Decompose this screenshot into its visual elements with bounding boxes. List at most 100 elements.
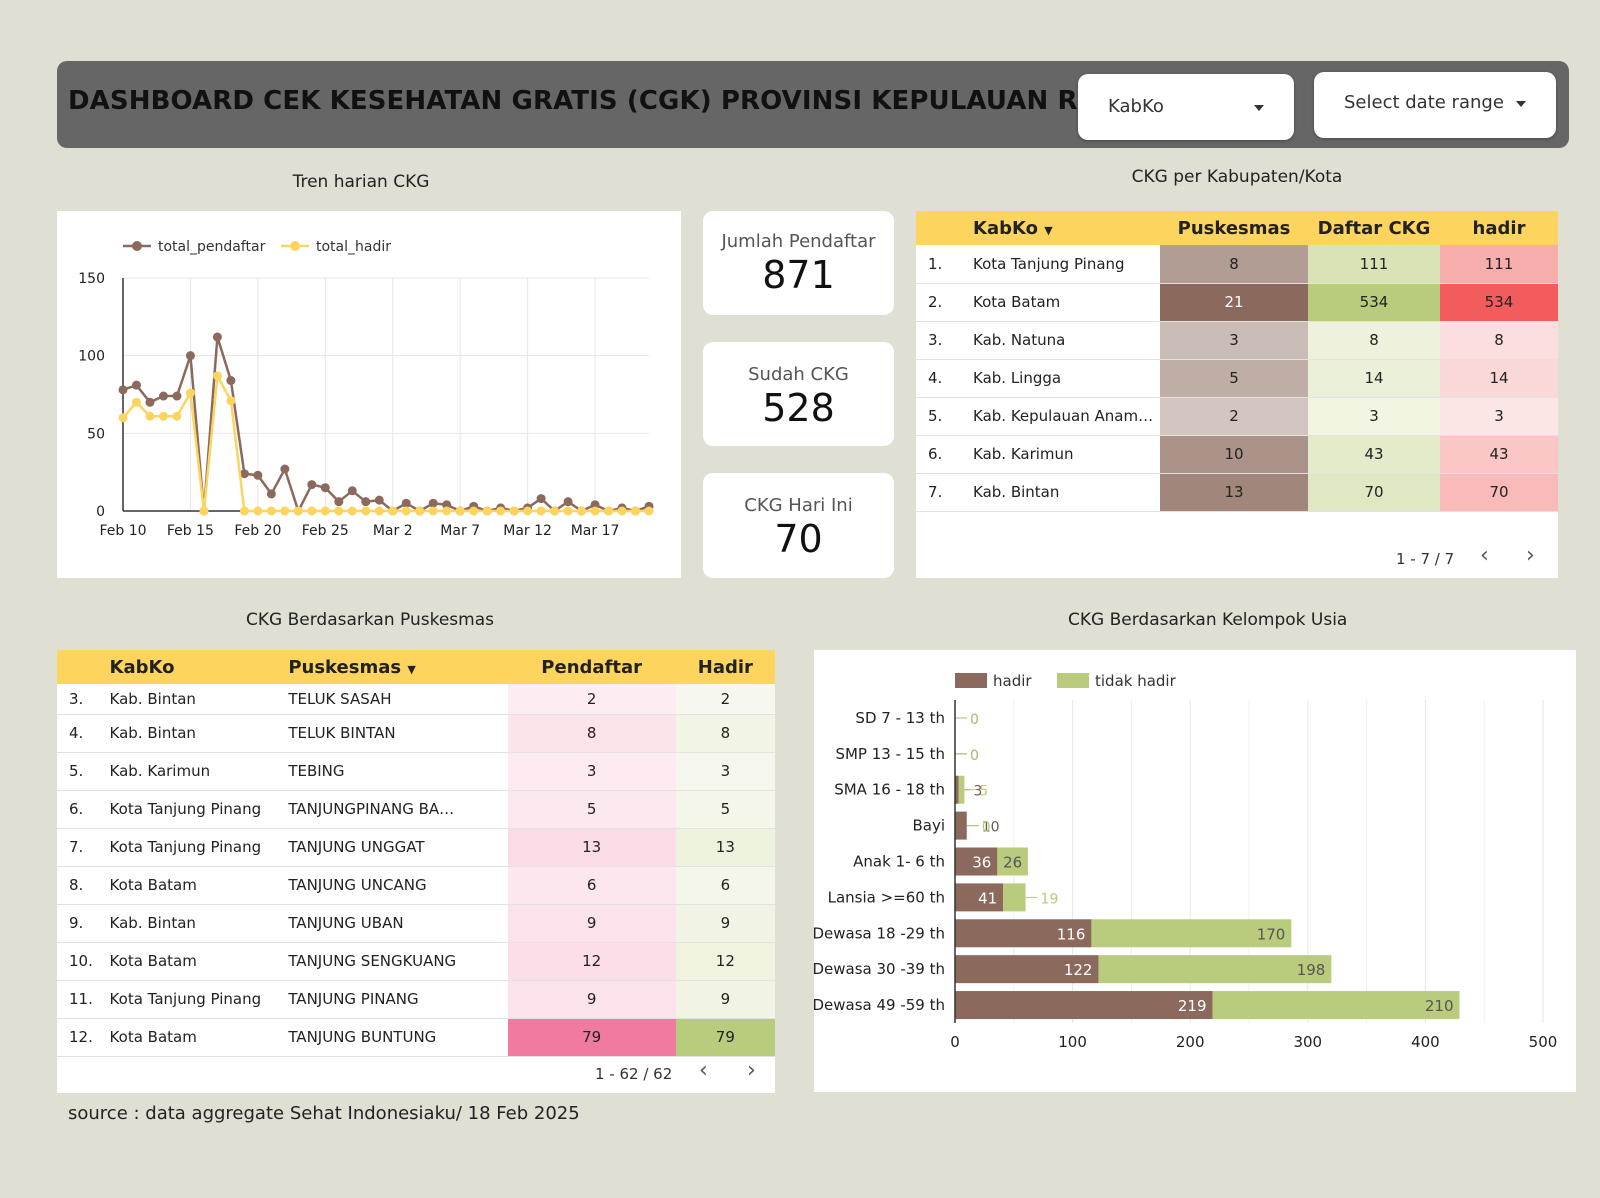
kabko-cell: Kota Batam [973,283,1160,322]
data-point [280,506,290,516]
kabko-cell: Kab. Karimun [109,752,289,791]
table-row[interactable]: 5. Kab. Kepulauan Anam… 2 3 3 [916,397,1558,436]
bar-hadir [955,811,967,840]
x-tick-label: Mar 12 [503,523,552,539]
sort-desc-icon: ▼ [407,662,416,676]
row-number: 8. [57,866,110,905]
data-point [590,506,600,516]
bar-tidak-hadir [1212,991,1460,1020]
kabko-filter-label: KabKo [1108,96,1164,117]
table-row[interactable]: 12. Kota Batam TANJUNG BUNTUNG 79 79 [57,1018,775,1057]
data-point [482,506,492,516]
data-point [455,506,465,516]
hadir-cell: 3 [675,752,775,791]
kabko-filter-dropdown[interactable]: KabKo [1078,74,1294,140]
kpi-label: CKG Hari Ini [744,495,853,516]
date-range-dropdown[interactable]: Select date range [1314,72,1556,138]
bar-value-label: 0 [970,748,979,764]
bar-value-label: 41 [978,889,997,907]
table-row[interactable]: 7. Kab. Bintan 13 70 70 [916,473,1558,512]
data-point [415,506,425,516]
bar-tidak-hadir [1098,955,1332,984]
legend-label: total_pendaftar [158,239,266,255]
table-row[interactable]: 1. Kota Tanjung Pinang 8 111 111 [916,245,1558,284]
kab-table-title: CKG per Kabupaten/Kota [1131,167,1343,187]
table-row[interactable]: 4. Kab. Lingga 5 14 14 [916,359,1558,398]
table-row[interactable]: 6. Kab. Karimun 10 43 43 [916,435,1558,474]
prev-page-icon[interactable]: ‹ [699,1058,708,1083]
pendaftar-cell: 13 [507,828,676,867]
data-point [118,385,128,395]
data-point [253,506,263,516]
kabko-cell: Kota Tanjung Pinang [109,790,289,829]
data-point [428,498,438,508]
trend-chart-panel: 0 50 100 150 Feb 10 Feb 15 Feb 20 Feb 25 Mar 2 Ma… [57,211,681,578]
prev-page-icon[interactable]: ‹ [1480,543,1489,568]
table-row[interactable]: 7. Kota Tanjung Pinang TANJUNG UNGGAT 13 13 [57,828,775,867]
table-row[interactable]: 9. Kab. Bintan TANJUNG UBAN 9 9 [57,904,775,943]
table-row[interactable]: 3. Kab. Natuna 3 8 8 [916,321,1558,360]
table-row[interactable]: 4. Kab. Bintan TELUK BINTAN 8 8 [57,714,775,753]
next-page-icon[interactable]: › [747,1058,756,1083]
legend-label: tidak hadir [1095,672,1177,690]
hadir-cell: 2 [675,684,775,715]
column-header-puskesmas[interactable]: Puskesmas ▼ [288,650,508,684]
column-header-hadir[interactable]: hadir [1440,211,1558,245]
column-header-kabko[interactable]: KabKo ▼ [973,211,1160,245]
bar-tidak-hadir [1091,919,1292,948]
hadir-cell: 9 [675,904,775,943]
puskesmas-name-cell: TANJUNG PINANG [288,980,508,1019]
data-point [185,388,195,398]
sort-desc-icon: ▼ [1044,223,1053,237]
next-page-icon[interactable]: › [1526,543,1535,568]
column-header-pendaftar[interactable]: Pendaftar [507,650,676,684]
data-point [320,483,330,493]
bar-value-label: 210 [1425,997,1454,1015]
row-number: 6. [57,790,110,829]
category-label: SMA 16 - 18 th [834,781,945,799]
column-header-hadir[interactable]: Hadir [675,650,775,684]
data-point [172,391,182,401]
data-point [212,371,222,381]
data-point [239,469,249,479]
column-header-kabko[interactable]: KabKo [109,650,289,684]
bar-hadir [955,775,959,804]
kpi-card-pendaftar: Jumlah Pendaftar 871 [703,211,894,315]
legend-label: hadir [993,672,1032,690]
row-number: 12. [57,1018,110,1057]
data-point [442,506,452,516]
puskesmas-table: KabKo Puskesmas ▼ Pendaftar Hadir 3. Kab.… [57,650,775,1057]
data-point [118,413,128,423]
trend-line-chart: 0 50 100 150 Feb 10 Feb 15 Feb 20 Feb 25 Mar 2 Ma… [78,239,654,539]
puskesmas-table-pager: 1 - 62 / 62 [595,1065,673,1083]
table-row[interactable]: 6. Kota Tanjung Pinang TANJUNGPINANG BA… 5 5 [57,790,775,829]
chevron-down-icon [1516,101,1526,107]
category-label: SMP 13 - 15 th [835,745,945,763]
table-row[interactable]: 3. Kab. Bintan TELUK SASAH 2 2 [57,684,775,715]
puskesmas-table-title: CKG Berdasarkan Puskesmas [246,610,494,630]
x-tick-label: Feb 25 [302,523,349,539]
column-header-puskesmas[interactable]: Puskesmas [1160,211,1308,245]
puskesmas-count-cell: 3 [1160,321,1308,360]
bar-value-label: 219 [1178,997,1207,1015]
hadir-cell: 8 [1440,321,1558,360]
puskesmas-count-cell: 21 [1160,283,1308,322]
data-point [509,506,519,516]
x-tick-label: 100 [1058,1033,1087,1051]
data-point [145,411,155,421]
kabko-cell: Kota Batam [109,942,289,981]
table-row[interactable]: 11. Kota Tanjung Pinang TANJUNG PINANG 9 9 [57,980,775,1019]
table-row[interactable]: 5. Kab. Karimun TEBING 3 3 [57,752,775,791]
table-row[interactable]: 8. Kota Batam TANJUNG UNCANG 6 6 [57,866,775,905]
data-point [347,486,357,496]
data-point [428,506,438,516]
column-header-daftar-ckg[interactable]: Daftar CKG [1308,211,1440,245]
series-line [122,336,650,515]
table-row[interactable]: 10. Kota Batam TANJUNG SENGKUANG 12 12 [57,942,775,981]
daftar-ckg-cell: 534 [1308,283,1440,322]
bar-hadir [955,847,998,876]
hadir-cell: 6 [675,866,775,905]
table-row[interactable]: 2. Kota Batam 21 534 534 [916,283,1558,322]
trend-chart-title: Tren harian CKG [292,172,430,192]
